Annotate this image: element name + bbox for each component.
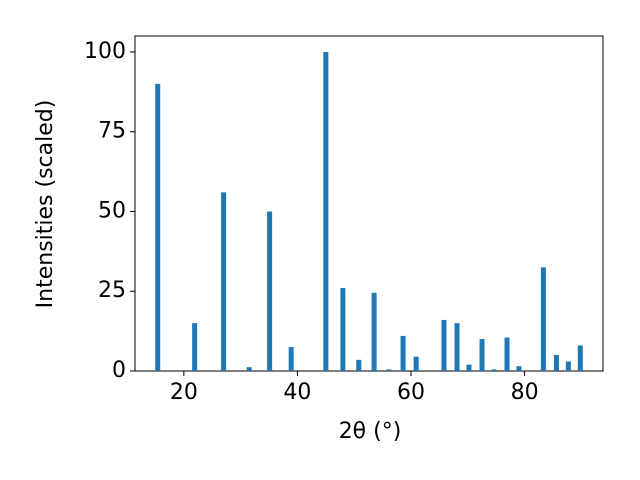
bar bbox=[577, 345, 583, 371]
bar bbox=[454, 323, 460, 371]
bar bbox=[400, 335, 406, 371]
bar bbox=[540, 267, 546, 371]
bar bbox=[386, 369, 392, 371]
bar bbox=[288, 347, 294, 371]
bar bbox=[356, 359, 362, 371]
x-tick-label: 40 bbox=[283, 380, 311, 405]
y-tick-label: 50 bbox=[98, 198, 126, 223]
bar bbox=[371, 292, 377, 371]
y-tick-label: 100 bbox=[84, 39, 126, 64]
bar bbox=[565, 361, 571, 371]
bar bbox=[246, 367, 252, 371]
y-tick-label: 25 bbox=[98, 278, 126, 303]
plot-frame bbox=[134, 35, 604, 372]
bar bbox=[221, 192, 227, 371]
bar bbox=[155, 83, 161, 371]
bar bbox=[323, 51, 329, 371]
bar bbox=[479, 339, 485, 371]
bar bbox=[504, 337, 510, 371]
x-axis-label: 2θ (°) bbox=[339, 419, 402, 444]
x-tick-label: 80 bbox=[511, 380, 539, 405]
bar bbox=[267, 211, 273, 371]
bar bbox=[192, 323, 198, 371]
x-tick-label: 60 bbox=[397, 380, 425, 405]
y-tick-label: 0 bbox=[112, 358, 126, 383]
bar bbox=[413, 356, 419, 371]
bar bbox=[466, 364, 472, 371]
bar bbox=[441, 319, 447, 371]
bar bbox=[340, 288, 346, 371]
bar bbox=[553, 355, 559, 371]
bar bbox=[516, 366, 522, 371]
x-tick-label: 20 bbox=[170, 380, 198, 405]
bar bbox=[491, 369, 497, 371]
y-tick-label: 75 bbox=[98, 119, 126, 144]
y-axis-label: Intensities (scaled) bbox=[33, 100, 58, 309]
